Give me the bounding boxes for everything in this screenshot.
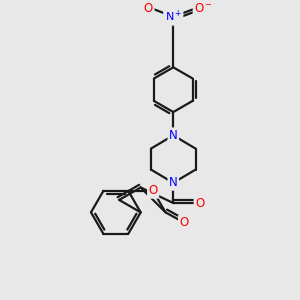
Text: N$^+$: N$^+$	[164, 9, 182, 24]
Text: N: N	[169, 176, 178, 189]
Text: O$^-$: O$^-$	[194, 2, 213, 15]
Text: O: O	[179, 216, 189, 229]
Text: O: O	[195, 196, 204, 209]
Text: O: O	[144, 2, 153, 15]
Text: O: O	[148, 184, 158, 197]
Text: N: N	[169, 129, 178, 142]
